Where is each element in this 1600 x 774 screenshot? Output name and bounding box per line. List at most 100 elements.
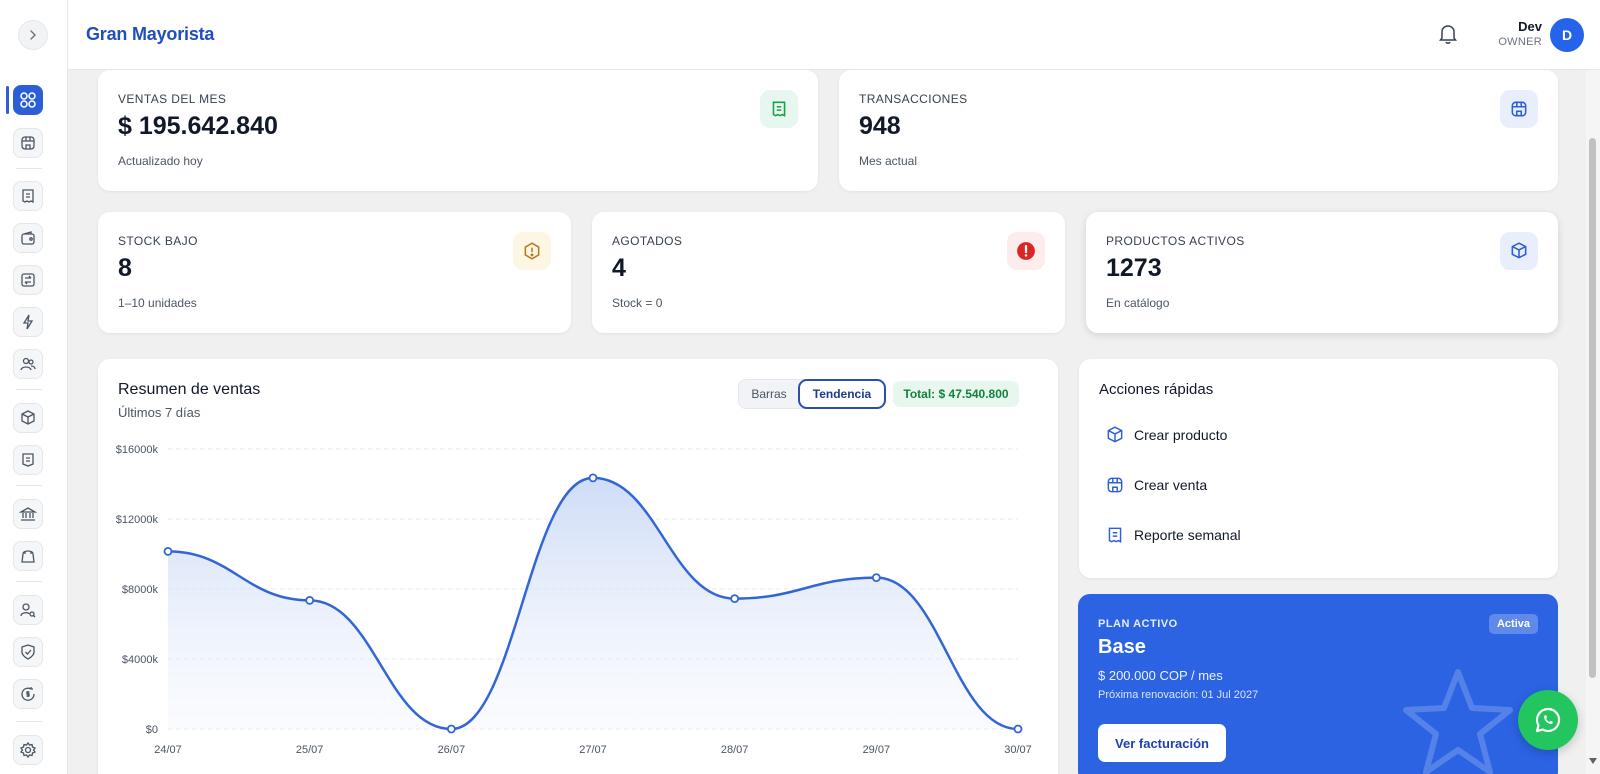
plan-renewal: Próxima renovación: 01 Jul 2027 — [1098, 689, 1259, 701]
money-cycle-icon — [21, 687, 35, 701]
x-tick-label: 26/07 — [438, 744, 466, 756]
action-label: Reporte semanal — [1134, 527, 1241, 543]
active-indicator — [6, 86, 9, 114]
chevron-right-icon — [30, 30, 36, 40]
plan-label: PLAN ACTIVO — [1098, 618, 1178, 630]
area-fill — [168, 477, 1018, 729]
y-tick-label: $12000k — [116, 514, 159, 526]
data-point — [730, 594, 740, 604]
sidebar-item-lightning[interactable] — [13, 307, 43, 337]
sidebar-item-invoices[interactable] — [13, 445, 43, 475]
sidebar-item-store[interactable] — [13, 128, 43, 158]
create-product-action[interactable]: Crear producto — [1105, 423, 1227, 447]
box-icon — [21, 410, 35, 425]
shield-icon — [21, 644, 35, 660]
create-sale-action[interactable]: Crear venta — [1105, 473, 1207, 497]
warning-hexagon-icon — [513, 232, 551, 270]
stat-label: PRODUCTOS ACTIVOS — [1106, 234, 1245, 248]
sidebar-item-bag[interactable] — [13, 541, 43, 571]
y-tick-label: $16000k — [116, 444, 159, 456]
plan-name: Base — [1098, 636, 1146, 658]
receipt-icon — [1108, 527, 1122, 543]
sidebar-item-bank[interactable] — [13, 499, 43, 529]
sidebar-item-receipts[interactable] — [13, 181, 43, 211]
top-bar: Gran Mayorista Dev OWNER D — [68, 0, 1600, 70]
sidebar-item-wallet[interactable] — [13, 223, 43, 253]
sidebar-item-dashboard[interactable] — [13, 85, 43, 115]
quick-actions-card: Acciones rápidas Crear producto Crear ve… — [1079, 359, 1558, 578]
out-of-stock-card: AGOTADOS 4 Stock = 0 — [592, 212, 1065, 333]
data-point — [305, 595, 315, 605]
stat-subtext: Mes actual — [859, 154, 918, 168]
stat-value: 4 — [612, 254, 626, 282]
stat-value: 948 — [859, 112, 901, 140]
store-icon — [1500, 90, 1538, 128]
action-label: Crear venta — [1134, 477, 1208, 493]
bell-icon — [1439, 25, 1457, 44]
data-point — [446, 724, 456, 734]
box-icon — [1107, 426, 1123, 443]
stat-label: AGOTADOS — [612, 234, 683, 248]
avatar[interactable]: D — [1550, 18, 1584, 52]
user-role: OWNER — [1498, 36, 1542, 48]
bag-icon — [21, 550, 35, 563]
total-badge: Total: $ 47.540.800 — [893, 381, 1019, 407]
expand-sidebar-button[interactable] — [18, 20, 48, 50]
sales-trend-chart: $16000k $12000k $8000k $4000k $0 24/07 25/07 26… — [116, 444, 1032, 756]
wallet-icon — [21, 231, 35, 245]
quick-actions-title: Acciones rápidas — [1099, 381, 1214, 398]
stat-subtext: 1–10 unidades — [118, 296, 197, 310]
y-tick-label: $0 — [146, 724, 158, 736]
view-billing-button[interactable]: Ver facturación — [1098, 724, 1226, 762]
low-stock-card: STOCK BAJO 8 1–10 unidades — [98, 212, 571, 333]
settings-icon — [19, 741, 37, 759]
sales-month-card: VENTAS DEL MES $ 195.642.840 Actualizado… — [98, 70, 818, 191]
x-tick-label: 25/07 — [296, 744, 324, 756]
stat-subtext: Actualizado hoy — [118, 154, 203, 168]
transactions-card: TRANSACCIONES 948 Mes actual — [839, 70, 1558, 191]
sidebar-item-security[interactable] — [13, 637, 43, 667]
receipt-icon — [22, 189, 34, 204]
data-point — [163, 546, 173, 556]
stat-label: TRANSACCIONES — [859, 92, 968, 106]
sidebar-item-user-search[interactable] — [13, 595, 43, 625]
toggle-trend-button[interactable]: Tendencia — [798, 379, 886, 409]
sidebar — [0, 0, 68, 774]
brand-name[interactable]: Gran Mayorista — [86, 24, 215, 44]
y-tick-label: $4000k — [122, 654, 159, 666]
user-name: Dev — [1518, 19, 1542, 34]
data-point — [1013, 724, 1023, 734]
active-products-card: PRODUCTOS ACTIVOS 1273 En catálogo — [1086, 212, 1558, 333]
data-point — [588, 473, 598, 483]
x-tick-label: 29/07 — [863, 744, 891, 756]
sidebar-item-products[interactable] — [13, 403, 43, 433]
whatsapp-button[interactable] — [1518, 690, 1578, 750]
x-tick-label: 27/07 — [579, 744, 607, 756]
store-icon — [21, 136, 35, 150]
stat-value: 1273 — [1106, 254, 1162, 282]
stat-value: $ 195.642.840 — [118, 112, 278, 140]
alert-circle-icon — [1007, 232, 1045, 270]
sidebar-item-users[interactable] — [13, 349, 43, 379]
weekly-report-action[interactable]: Reporte semanal — [1105, 523, 1241, 547]
stat-subtext: Stock = 0 — [612, 296, 663, 310]
notifications-button[interactable] — [1438, 23, 1458, 50]
sales-summary-card: Resumen de ventas Últimos 7 días Barras … — [98, 359, 1058, 774]
sidebar-item-transfers[interactable] — [13, 265, 43, 295]
whatsapp-icon — [1535, 707, 1561, 733]
scroll-down-arrow[interactable] — [1589, 758, 1597, 764]
scrollbar-thumb[interactable] — [1589, 138, 1596, 678]
data-point — [871, 573, 881, 583]
star-icon — [1403, 669, 1513, 774]
action-label: Crear producto — [1134, 427, 1228, 443]
x-tick-label: 24/07 — [154, 744, 182, 756]
sidebar-item-money[interactable] — [13, 679, 43, 709]
sidebar-item-settings[interactable] — [13, 735, 43, 765]
user-search-icon — [20, 603, 36, 618]
stat-subtext: En catálogo — [1106, 296, 1170, 310]
toggle-bars-button[interactable]: Barras — [751, 387, 787, 401]
x-tick-label: 28/07 — [721, 744, 749, 756]
users-icon — [20, 357, 36, 371]
y-tick-label: $8000k — [122, 584, 159, 596]
stat-label: STOCK BAJO — [118, 234, 198, 248]
